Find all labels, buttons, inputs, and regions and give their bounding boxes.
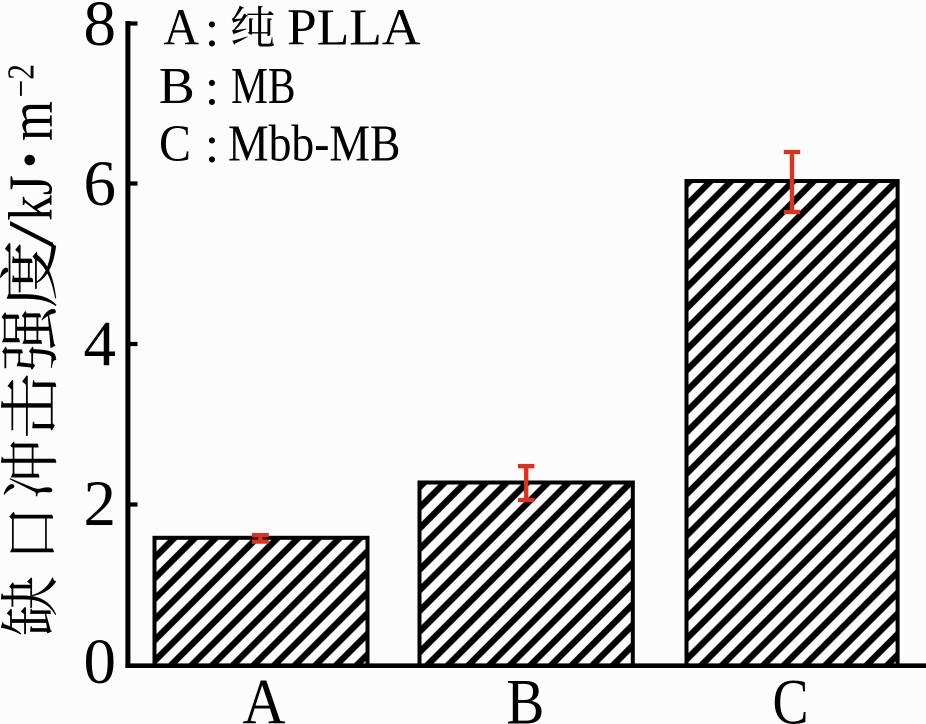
svg-text::: : xyxy=(205,117,219,174)
svg-text:A: A xyxy=(164,0,200,56)
svg-text:C: C xyxy=(159,114,191,172)
svg-text:kJ: kJ xyxy=(0,175,66,220)
svg-text:4: 4 xyxy=(84,309,117,381)
svg-text::: : xyxy=(205,1,219,58)
svg-text:/: / xyxy=(0,220,66,247)
svg-text:B: B xyxy=(159,58,195,115)
svg-text::: : xyxy=(205,60,219,117)
svg-text:A: A xyxy=(242,666,285,724)
svg-text:PLLA: PLLA xyxy=(287,0,420,56)
svg-text:−2: −2 xyxy=(0,64,42,97)
svg-text:C: C xyxy=(773,666,809,724)
svg-text:m: m xyxy=(0,101,66,141)
svg-text:6: 6 xyxy=(84,148,117,220)
svg-text:8: 8 xyxy=(84,0,117,60)
svg-text:Mbb-MB: Mbb-MB xyxy=(228,114,400,172)
svg-text:2: 2 xyxy=(84,468,117,540)
svg-text:MB: MB xyxy=(231,58,295,116)
svg-text:B: B xyxy=(506,667,544,724)
svg-text:0: 0 xyxy=(84,626,117,698)
